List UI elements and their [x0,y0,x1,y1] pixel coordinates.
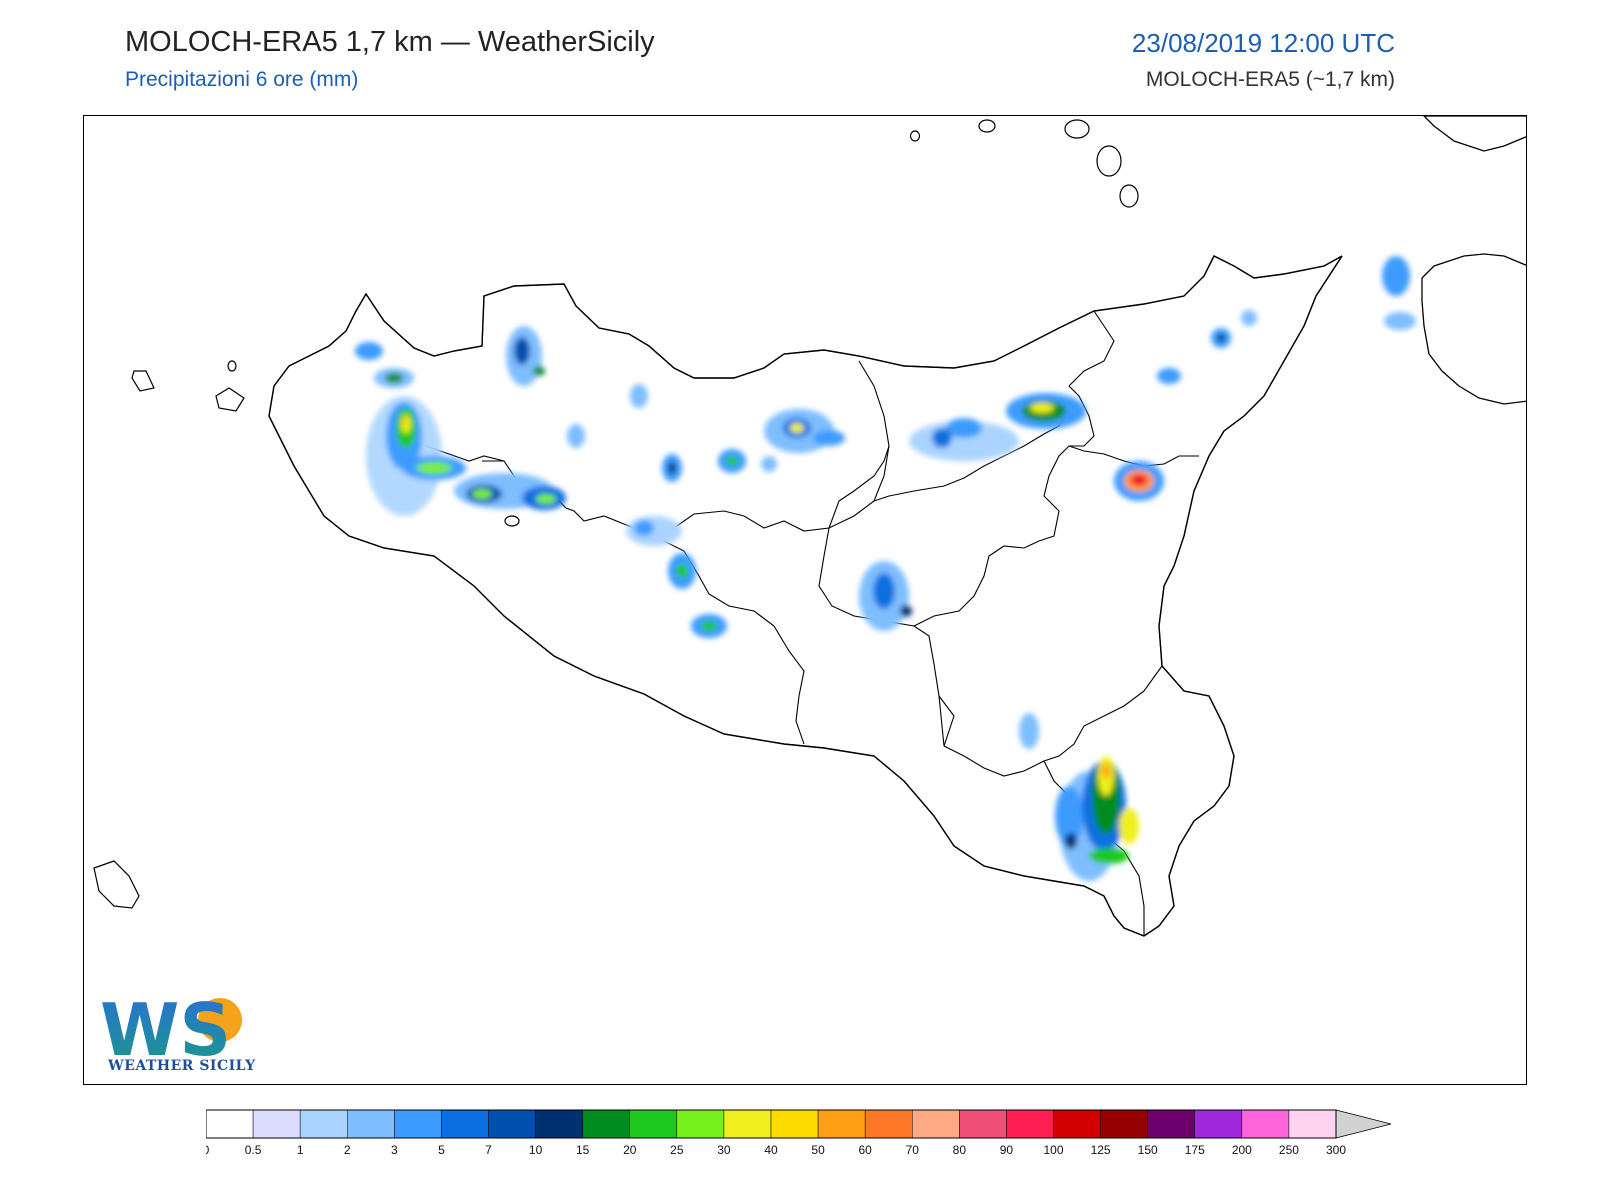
map-frame [83,115,1527,1085]
colorbar-tick-label: 25 [670,1143,684,1157]
colorbar-tick-label: 300 [1326,1143,1346,1157]
precipitation-colorbar: 0 0.5 1 2 3 5 7 10 15 20 25 30 40 50 60 70 80 90 100 125 150… [206,1109,1392,1157]
logo-text: WEATHER SICILY [108,1058,256,1074]
colorbar-swatch [959,1109,1007,1139]
valid-datetime: 23/08/2019 12:00 UTC [1131,28,1395,58]
colorbar-swatch [441,1109,489,1139]
sicily-coastline [268,255,1343,937]
logo-letters: WS [100,988,231,1072]
colorbar-swatch [1194,1109,1243,1139]
colorbar-swatch [582,1109,630,1139]
colorbar-swatch [817,1109,866,1139]
colorbar-swatch [299,1109,348,1139]
colorbar-tick-label: 125 [1091,1143,1111,1157]
colorbar-tick-label: 200 [1232,1143,1252,1157]
colorbar-tick-label: 70 [906,1143,920,1157]
minor-islands [93,360,520,909]
colorbar-swatch [206,1109,254,1139]
colorbar-swatch [912,1109,960,1139]
colorbar-swatch [723,1109,772,1139]
colorbar-tick-label: 80 [953,1143,967,1157]
colorbar-tick-label: 1 [297,1143,304,1157]
sicily-map [93,116,1526,937]
colorbar-swatch [1147,1109,1196,1139]
map-title: MOLOCH-ERA5 1,7 km — WeatherSicily [125,26,655,58]
map-subtitle: Precipitazioni 6 ore (mm) [125,68,359,91]
colorbar-tick-label: 40 [764,1143,778,1157]
colorbar-tick-label: 2 [344,1143,351,1157]
colorbar-tick-label: 90 [1000,1143,1014,1157]
colorbar-tick-label: 7 [485,1143,492,1157]
colorbar-frame [206,1109,1337,1139]
model-label: MOLOCH-ERA5 (~1,7 km) [1145,68,1395,91]
colorbar-swatch [394,1109,442,1139]
colorbar-tick-label: 60 [858,1143,872,1157]
colorbar-swatch [864,1109,913,1139]
colorbar-tick-label: 250 [1279,1143,1299,1157]
colorbar-swatch [535,1109,583,1139]
colorbar-swatch [252,1109,301,1139]
colorbar-swatch [629,1109,678,1139]
weather-sicily-logo: WS [100,988,242,1072]
colorbar-swatch [1241,1109,1290,1139]
colorbar-swatch [1288,1109,1337,1139]
colorbar-swatch [488,1109,536,1139]
colorbar-tick-label: 3 [391,1143,398,1157]
colorbar-tick-label: 5 [438,1143,445,1157]
colorbar-swatch [1100,1109,1148,1139]
colorbar-tick-label: 50 [811,1143,825,1157]
colorbar-tick-label: 30 [717,1143,731,1157]
calabria-coastline [1423,116,1526,152]
colorbar-swatch [347,1109,395,1139]
precipitation-field [355,256,1416,881]
colorbar-tick-label: 150 [1138,1143,1158,1157]
colorbar-swatch [770,1109,819,1139]
colorbar-tick-label: 100 [1043,1143,1063,1157]
colorbar-tick-label: 10 [529,1143,543,1157]
colorbar-swatch [1053,1109,1101,1139]
colorbar-tick-label: 15 [576,1143,590,1157]
colorbar-swatch [676,1109,725,1139]
colorbar-tick-label: 175 [1185,1143,1205,1157]
colorbar-tick-label: 20 [623,1143,637,1157]
calabria-south [1421,253,1526,405]
colorbar-swatch [1006,1109,1054,1139]
aeolian-islands [909,119,1139,208]
colorbar-tick-label: 0 [206,1143,210,1157]
colorbar-extend-arrow [1335,1109,1392,1139]
colorbar-tick-label: 0.5 [245,1143,262,1157]
